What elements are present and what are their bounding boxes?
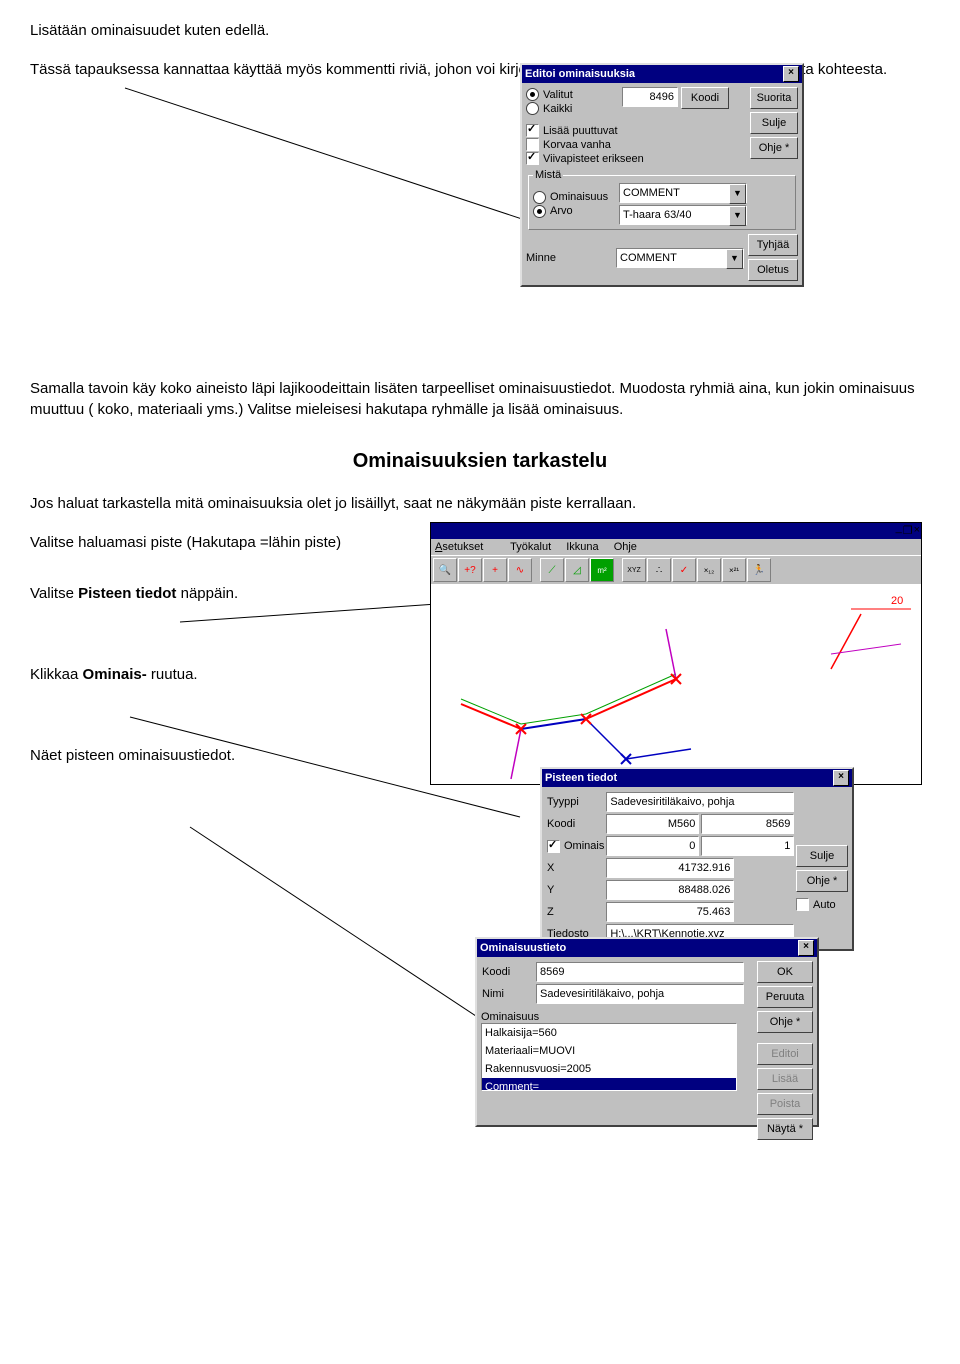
combo-thaara[interactable]: T-haara 63/40▼ xyxy=(619,205,747,225)
menu-asetukset[interactable]: Asetukset xyxy=(435,541,495,553)
middle-p1: Samalla tavoin käy koko aineisto läpi la… xyxy=(30,378,930,420)
menu-ikkuna[interactable]: Ikkuna xyxy=(566,541,598,553)
chk-viivapisteet[interactable]: Viivapisteet erikseen xyxy=(526,152,726,165)
label-nimi: Nimi xyxy=(481,983,535,1005)
close-icon[interactable]: × xyxy=(783,66,799,82)
chk-lisaa-puuttuvat[interactable]: Lisää puuttuvat xyxy=(526,124,726,137)
dialog-titlebar: Editoi ominaisuuksia × xyxy=(522,65,802,83)
y-input[interactable]: 88488.026 xyxy=(606,880,734,900)
list-item[interactable]: Materiaali=MUOVI xyxy=(482,1042,736,1060)
label-koodi: Koodi xyxy=(546,813,605,835)
close-icon[interactable]: × xyxy=(833,770,849,786)
chk-korvaa-vanha[interactable]: Korvaa vanha xyxy=(526,138,726,151)
ohje-button[interactable]: Ohje * xyxy=(757,1011,813,1033)
koodi-input[interactable]: 8569 xyxy=(536,962,744,982)
dialog-titlebar: Ominaisuustieto × xyxy=(477,939,817,957)
tb-exit-icon[interactable]: 🏃 xyxy=(747,558,771,582)
tb-plus-icon[interactable]: + xyxy=(483,558,507,582)
menubar: Asetukset Työkalut Ikkuna Ohje xyxy=(431,539,921,555)
ominais1-input[interactable]: 0 xyxy=(606,836,699,856)
list-item[interactable]: Halkaisija=560 xyxy=(482,1024,736,1042)
close-icon[interactable]: × xyxy=(914,524,920,538)
tb-xyz-icon[interactable]: XYZ xyxy=(622,558,646,582)
lisaa-button[interactable]: Lisää xyxy=(757,1068,813,1090)
tb-x12-icon[interactable]: ×₁₂ xyxy=(697,558,721,582)
tb-area-icon[interactable]: m² xyxy=(590,558,614,582)
chevron-down-icon[interactable]: ▼ xyxy=(729,184,746,204)
network-diagram: 20 xyxy=(431,584,921,784)
combo-comment1[interactable]: COMMENT▼ xyxy=(619,183,747,203)
pisteen-tiedot-dialog: Pisteen tiedot × Tyyppi Sadevesiritiläka… xyxy=(540,767,854,951)
tyyppi-input[interactable]: Sadevesiritiläkaivo, pohja xyxy=(606,792,794,812)
code-input[interactable]: 8496 xyxy=(622,87,678,107)
intro-p1: Lisätään ominaisuudet kuten edellä. xyxy=(30,20,930,41)
suorita-button[interactable]: Suorita xyxy=(750,87,798,109)
svg-text:20: 20 xyxy=(891,595,903,607)
tyhjaa-button[interactable]: Tyhjää xyxy=(748,234,798,256)
ominaisuustieto-dialog: Ominaisuustieto × Koodi 8569 Nimi Sadeve… xyxy=(475,937,819,1127)
radio-arvo[interactable]: Arvo xyxy=(533,205,615,218)
ominaisuus-listbox[interactable]: Halkaisija=560 Materiaali=MUOVI Rakennus… xyxy=(481,1023,737,1091)
tb-check-icon[interactable]: ✓ xyxy=(672,558,696,582)
list-item-selected[interactable]: Comment= xyxy=(482,1078,736,1091)
label-y: Y xyxy=(546,879,605,901)
label-koodi: Koodi xyxy=(481,961,535,983)
main-app-window: _ ❐ × Asetukset Työkalut Ikkuna Ohje 🔍 +… xyxy=(430,522,922,785)
menu-tyokalut[interactable]: Työkalut xyxy=(510,541,551,553)
tb-angle1-icon[interactable]: ⟋ xyxy=(540,558,564,582)
chevron-down-icon[interactable]: ▼ xyxy=(729,206,746,226)
sulje-button[interactable]: Sulje xyxy=(750,112,798,134)
x-input[interactable]: 41732.916 xyxy=(606,858,734,878)
tb-x21-icon[interactable]: ×²¹ xyxy=(722,558,746,582)
minne-label: Minne xyxy=(526,252,612,264)
koodi-button[interactable]: Koodi xyxy=(681,87,729,109)
toolbar: 🔍 +? + ∿ ⟋ ◿ m² XYZ ∴ ✓ ×₁₂ ×²¹ 🏃 xyxy=(431,555,921,584)
dialog-titlebar: Pisteen tiedot × xyxy=(542,769,852,787)
tb-zoom-icon[interactable]: 🔍 xyxy=(433,558,457,582)
edit-properties-dialog: Editoi ominaisuuksia × Valitut Kaikki 84… xyxy=(520,63,804,287)
menu-ohje[interactable]: Ohje xyxy=(614,541,637,553)
chk-auto[interactable]: Auto xyxy=(796,898,848,911)
koodi1-input[interactable]: M560 xyxy=(606,814,699,834)
minimize-icon[interactable]: _ xyxy=(896,524,902,538)
radio-valitut[interactable]: Valitut xyxy=(526,88,616,101)
heading-ominaisuuksien: Ominaisuuksien tarkastelu xyxy=(30,450,930,473)
drawing-canvas[interactable]: 20 xyxy=(431,584,921,784)
dialog-title: Editoi ominaisuuksia xyxy=(525,65,635,83)
peruuta-button[interactable]: Peruuta xyxy=(757,986,813,1008)
radio-kaikki[interactable]: Kaikki xyxy=(526,102,616,115)
tb-points-icon[interactable]: ∴ xyxy=(647,558,671,582)
ohje-button[interactable]: Ohje * xyxy=(750,137,798,159)
combo-comment2[interactable]: COMMENT▼ xyxy=(616,248,744,268)
close-icon[interactable]: × xyxy=(798,940,814,956)
nayta-button[interactable]: Näytä * xyxy=(757,1118,813,1140)
dialog-title: Ominaisuustieto xyxy=(480,939,566,957)
tb-plus-red-icon[interactable]: +? xyxy=(458,558,482,582)
tb-line-icon[interactable]: ∿ xyxy=(508,558,532,582)
restore-icon[interactable]: ❐ xyxy=(903,524,913,538)
ohje-button[interactable]: Ohje * xyxy=(796,870,848,892)
tb-angle2-icon[interactable]: ◿ xyxy=(565,558,589,582)
editoi-button[interactable]: Editoi xyxy=(757,1043,813,1065)
oletus-button[interactable]: Oletus xyxy=(748,259,798,281)
ok-button[interactable]: OK xyxy=(757,961,813,983)
z-input[interactable]: 75.463 xyxy=(606,902,734,922)
chk-ominais[interactable]: Ominais xyxy=(547,840,604,853)
ominais2-input[interactable]: 1 xyxy=(701,836,794,856)
mista-legend: Mistä xyxy=(533,169,563,181)
sulje-button[interactable]: Sulje xyxy=(796,845,848,867)
label-x: X xyxy=(546,857,605,879)
poista-button[interactable]: Poista xyxy=(757,1093,813,1115)
koodi2-input[interactable]: 8569 xyxy=(701,814,794,834)
middle-p2: Jos haluat tarkastella mitä ominaisuuksi… xyxy=(30,493,930,514)
list-item[interactable]: Rakennusvuosi=2005 xyxy=(482,1060,736,1078)
nimi-input[interactable]: Sadevesiritiläkaivo, pohja xyxy=(536,984,744,1004)
dialog-title: Pisteen tiedot xyxy=(545,769,617,787)
radio-ominaisuus[interactable]: Ominaisuus xyxy=(533,191,615,204)
label-tyyppi: Tyyppi xyxy=(546,791,605,813)
label-z: Z xyxy=(546,901,605,923)
chevron-down-icon[interactable]: ▼ xyxy=(726,249,743,269)
